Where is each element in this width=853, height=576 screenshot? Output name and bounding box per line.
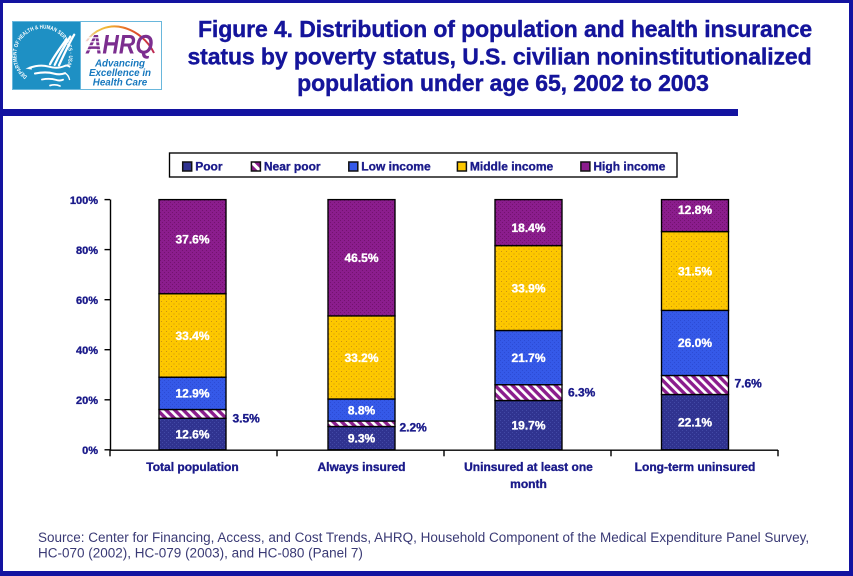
svg-text:46.5%: 46.5% bbox=[344, 251, 378, 265]
svg-text:18.4%: 18.4% bbox=[511, 221, 545, 235]
svg-text:Figure 4. Distribution of popu: Figure 4. Distribution of population and… bbox=[198, 16, 812, 42]
svg-text:12.8%: 12.8% bbox=[678, 203, 712, 217]
svg-text:20%: 20% bbox=[76, 395, 98, 407]
svg-text:80%: 80% bbox=[76, 245, 98, 257]
svg-text:40%: 40% bbox=[76, 345, 98, 357]
svg-text:Source: Center for Financing,: Source: Center for Financing, Access, an… bbox=[38, 530, 809, 545]
svg-text:2.2%: 2.2% bbox=[400, 421, 428, 435]
svg-text:population under age 65, 2002: population under age 65, 2002 to 2003 bbox=[297, 70, 709, 96]
svg-text:9.3%: 9.3% bbox=[348, 431, 376, 445]
svg-text:AHRQ: AHRQ bbox=[85, 30, 154, 60]
svg-text:Near poor: Near poor bbox=[264, 160, 321, 174]
svg-text:Long-term uninsured: Long-term uninsured bbox=[635, 460, 756, 474]
svg-text:Uninsured at least one: Uninsured at least one bbox=[464, 460, 593, 474]
svg-text:37.6%: 37.6% bbox=[175, 232, 209, 246]
svg-text:6.3%: 6.3% bbox=[568, 386, 596, 400]
svg-text:100%: 100% bbox=[70, 195, 98, 207]
svg-text:19.7%: 19.7% bbox=[511, 418, 545, 432]
svg-text:8.8%: 8.8% bbox=[348, 403, 376, 417]
svg-text:7.6%: 7.6% bbox=[735, 377, 763, 391]
svg-text:33.2%: 33.2% bbox=[344, 351, 378, 365]
svg-text:0%: 0% bbox=[82, 445, 98, 457]
svg-text:33.9%: 33.9% bbox=[511, 281, 545, 295]
svg-text:22.1%: 22.1% bbox=[678, 415, 712, 429]
svg-text:31.5%: 31.5% bbox=[678, 264, 712, 278]
svg-text:Excellence in: Excellence in bbox=[89, 68, 151, 79]
svg-text:21.7%: 21.7% bbox=[511, 351, 545, 365]
svg-text:12.9%: 12.9% bbox=[175, 387, 209, 401]
svg-text:month: month bbox=[510, 477, 547, 491]
svg-text:Always insured: Always insured bbox=[317, 460, 405, 474]
svg-text:26.0%: 26.0% bbox=[678, 336, 712, 350]
svg-text:33.4%: 33.4% bbox=[175, 329, 209, 343]
svg-text:60%: 60% bbox=[76, 295, 98, 307]
svg-text:Poor: Poor bbox=[195, 160, 223, 174]
svg-text:12.6%: 12.6% bbox=[175, 427, 209, 441]
svg-text:status by poverty status, U.S.: status by poverty status, U.S. civilian … bbox=[187, 44, 811, 70]
svg-text:High income: High income bbox=[593, 160, 665, 174]
svg-text:Middle income: Middle income bbox=[470, 160, 554, 174]
svg-text:HC-070 (2002), HC-079 (2003),: HC-070 (2002), HC-079 (2003), and HC-080… bbox=[38, 546, 363, 561]
svg-text:Health Care: Health Care bbox=[93, 78, 148, 89]
svg-text:Total population: Total population bbox=[146, 460, 238, 474]
svg-text:3.5%: 3.5% bbox=[233, 412, 261, 426]
svg-text:Advancing: Advancing bbox=[94, 59, 145, 70]
svg-text:Low income: Low income bbox=[361, 160, 431, 174]
